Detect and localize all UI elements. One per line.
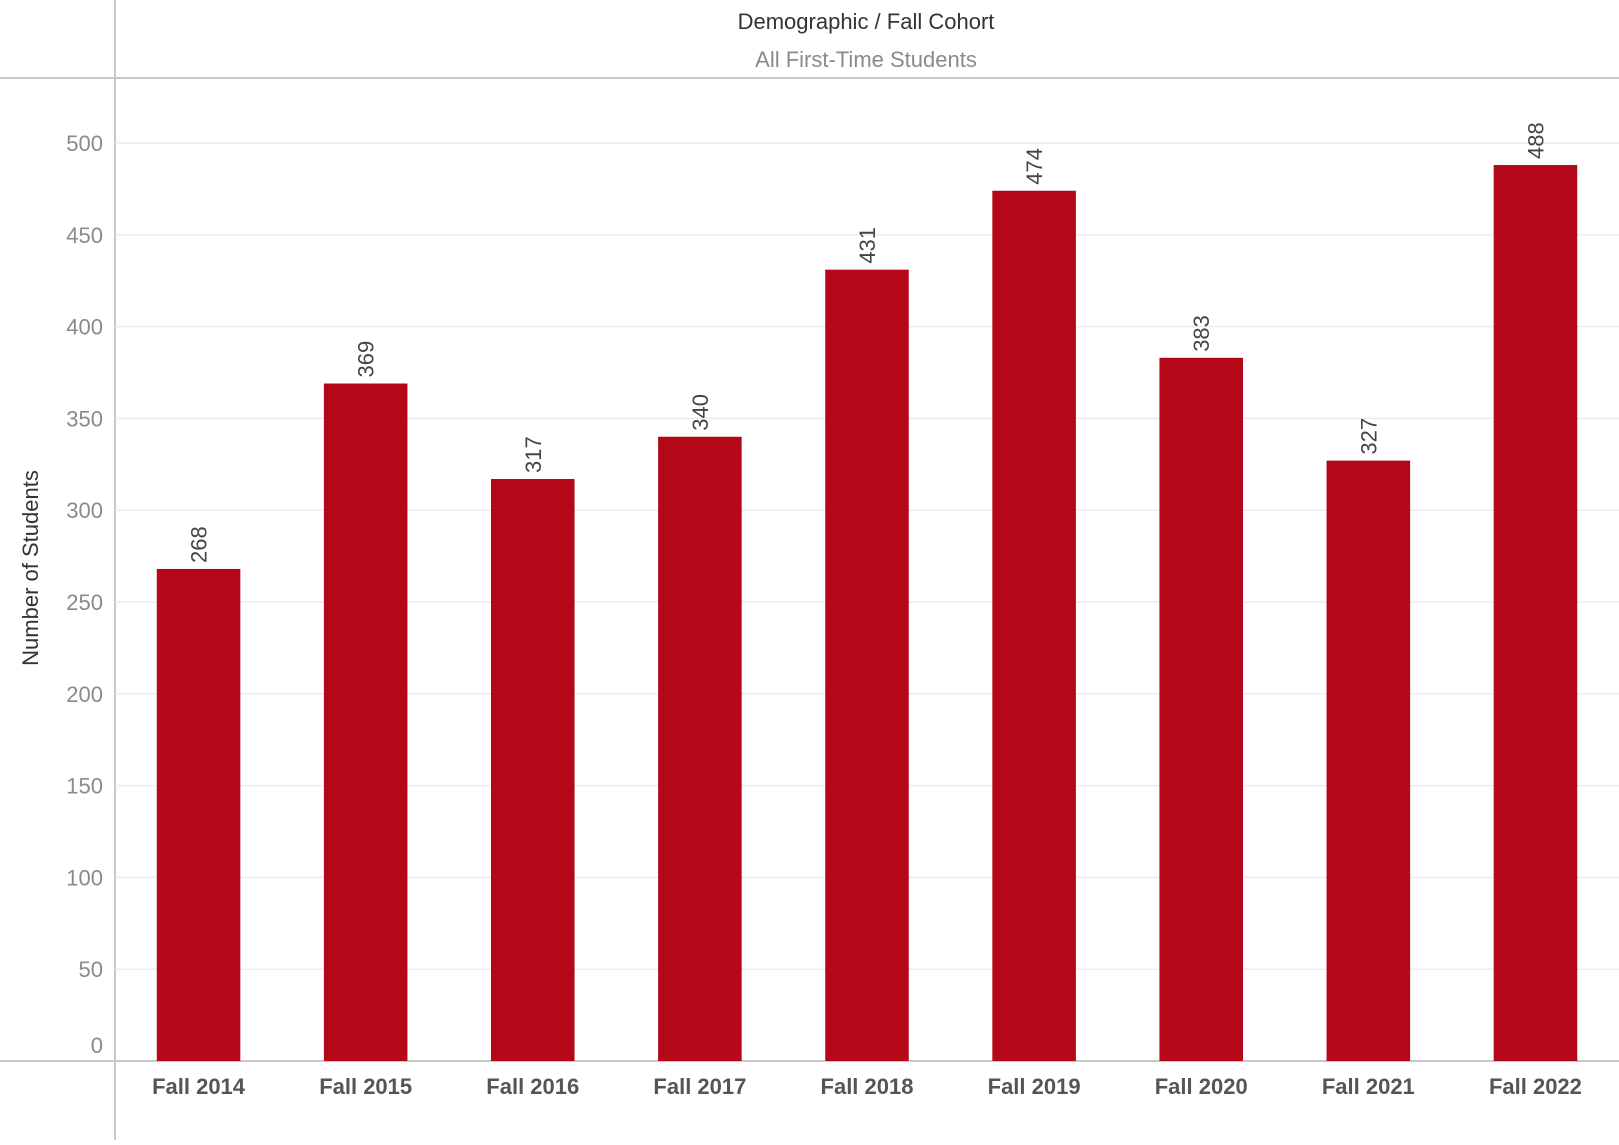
bars	[156, 165, 1578, 1062]
bar-value-label: 340	[688, 394, 713, 431]
y-tick-label: 300	[66, 498, 103, 523]
x-category-label: Fall 2016	[486, 1074, 579, 1099]
chart-title: Demographic / Fall Cohort	[738, 9, 995, 34]
y-tick-label: 500	[66, 131, 103, 156]
y-tick-label: 0	[91, 1033, 103, 1058]
x-axis-labels: Fall 2014 Fall 2015 Fall 2016 Fall 2017 Fall…	[152, 1074, 1582, 1099]
x-category-label: Fall 2014	[152, 1074, 246, 1099]
y-tick-label: 150	[66, 774, 103, 799]
bar	[825, 269, 909, 1062]
bar	[1159, 357, 1243, 1061]
x-category-label: Fall 2021	[1322, 1074, 1415, 1099]
x-category-label: Fall 2018	[821, 1074, 914, 1099]
chart-subtitle: All First-Time Students	[755, 47, 977, 72]
bar-value-label: 431	[855, 227, 880, 264]
x-category-label: Fall 2020	[1155, 1074, 1248, 1099]
x-category-label: Fall 2015	[319, 1074, 412, 1099]
value-labels: 268 369 317 340 431 474 383 327 488	[187, 122, 1549, 563]
y-tick-label: 350	[66, 406, 103, 431]
bar	[992, 190, 1076, 1062]
bar	[156, 568, 241, 1061]
y-tick-label: 50	[79, 957, 103, 982]
x-category-label: Fall 2019	[988, 1074, 1081, 1099]
bar-value-label: 268	[187, 526, 212, 563]
bar	[658, 436, 742, 1061]
bar-value-label: 474	[1022, 148, 1047, 185]
bar	[1326, 460, 1411, 1061]
bar	[1493, 165, 1578, 1062]
bar	[323, 383, 408, 1061]
x-category-label: Fall 2022	[1489, 1074, 1582, 1099]
y-axis-title: Number of Students	[18, 470, 43, 666]
chart-header: Demographic / Fall Cohort All First-Time…	[738, 9, 995, 72]
y-tick-label: 250	[66, 590, 103, 615]
y-tick-label: 400	[66, 315, 103, 340]
bar-value-label: 383	[1189, 315, 1214, 352]
bar-value-label: 488	[1523, 122, 1548, 159]
y-tick-label: 450	[66, 223, 103, 248]
y-tick-label: 100	[66, 865, 103, 890]
y-tick-label: 200	[66, 682, 103, 707]
y-axis-ticks: 0 50 100 150 200 250 300 350 400 450 500	[66, 131, 103, 1058]
bar	[491, 478, 575, 1061]
bar-value-label: 317	[521, 436, 546, 473]
bar-value-label: 327	[1356, 418, 1381, 455]
bar-value-label: 369	[354, 341, 379, 378]
x-category-label: Fall 2017	[653, 1074, 746, 1099]
